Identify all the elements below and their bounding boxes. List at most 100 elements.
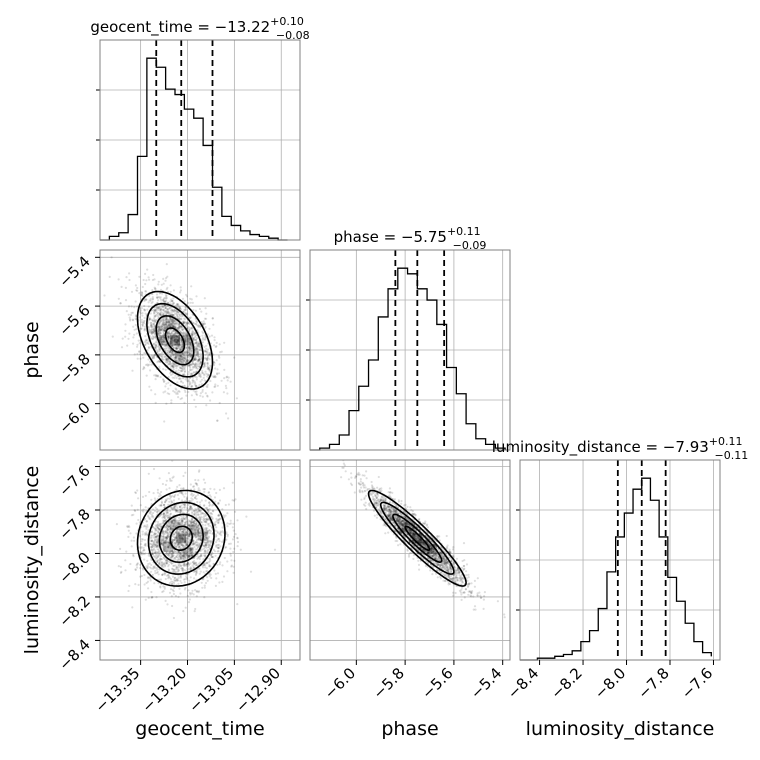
scatter-point bbox=[188, 598, 191, 601]
scatter-point bbox=[177, 541, 180, 545]
scatter-point bbox=[190, 499, 193, 503]
scatter-point bbox=[172, 551, 176, 554]
scatter-point bbox=[163, 549, 166, 552]
scatter-point bbox=[174, 531, 177, 534]
scatter-point bbox=[197, 538, 200, 541]
scatter-point bbox=[182, 517, 185, 520]
scatter-point bbox=[148, 562, 151, 565]
scatter-point bbox=[177, 521, 180, 525]
scatter-point bbox=[150, 540, 153, 543]
scatter-point bbox=[186, 341, 189, 344]
scatter-point bbox=[164, 319, 168, 322]
scatter-point bbox=[144, 272, 147, 275]
scatter-point bbox=[202, 544, 205, 547]
scatter-point bbox=[176, 336, 179, 339]
scatter-point bbox=[155, 571, 158, 575]
scatter-point bbox=[170, 309, 173, 312]
scatter-point bbox=[155, 343, 158, 346]
scatter-point bbox=[194, 496, 197, 500]
scatter-point bbox=[162, 340, 166, 343]
scatter-point bbox=[189, 548, 192, 551]
scatter-point bbox=[198, 538, 201, 541]
scatter-point bbox=[176, 341, 179, 344]
scatter-point bbox=[162, 512, 166, 515]
scatter-point bbox=[159, 308, 162, 311]
scatter-point bbox=[169, 549, 172, 553]
scatter-point bbox=[139, 563, 142, 566]
scatter-point bbox=[146, 565, 149, 568]
scatter-point bbox=[186, 312, 189, 316]
scatter-point bbox=[163, 311, 166, 314]
scatter-point bbox=[195, 539, 199, 542]
scatter-point bbox=[155, 349, 158, 352]
scatter-point bbox=[169, 588, 173, 591]
scatter-point bbox=[196, 510, 200, 514]
scatter-point bbox=[170, 521, 173, 525]
scatter-point bbox=[162, 322, 165, 325]
scatter-point bbox=[177, 344, 180, 348]
scatter-point bbox=[165, 312, 168, 315]
scatter-point bbox=[197, 487, 200, 490]
scatter-point bbox=[152, 543, 155, 546]
scatter-point bbox=[147, 587, 150, 590]
scatter-point bbox=[164, 361, 167, 364]
scatter-point bbox=[153, 526, 156, 530]
scatter-point bbox=[179, 344, 183, 347]
scatter-point bbox=[159, 557, 162, 560]
scatter-point bbox=[203, 550, 206, 553]
scatter-point bbox=[172, 368, 175, 371]
scatter-point bbox=[166, 523, 169, 526]
scatter-point bbox=[188, 344, 191, 347]
scatter-point bbox=[183, 495, 186, 498]
scatter-point bbox=[189, 342, 192, 346]
scatter-point bbox=[181, 530, 184, 534]
scatter-point bbox=[163, 516, 166, 519]
scatter-point bbox=[173, 323, 177, 326]
scatter-point bbox=[152, 467, 156, 471]
scatter-point bbox=[173, 320, 176, 323]
scatter-point bbox=[226, 570, 229, 573]
scatter-point bbox=[150, 548, 153, 552]
scatter-point bbox=[193, 358, 196, 361]
scatter-point bbox=[206, 395, 209, 398]
scatter-point bbox=[192, 359, 195, 362]
scatter-point bbox=[146, 308, 149, 311]
scatter-point bbox=[218, 401, 221, 405]
scatter-point bbox=[182, 563, 185, 567]
scatter-point bbox=[197, 325, 200, 329]
scatter-point bbox=[226, 512, 229, 515]
scatter-point bbox=[148, 316, 151, 319]
scatter-point bbox=[217, 502, 220, 505]
scatter-point bbox=[180, 360, 183, 363]
scatter-point bbox=[170, 311, 173, 314]
scatter-point bbox=[180, 517, 183, 520]
scatter-point bbox=[167, 332, 170, 335]
scatter-point bbox=[192, 542, 196, 545]
scatter-point bbox=[164, 279, 167, 282]
scatter-point bbox=[175, 341, 178, 344]
scatter-point bbox=[144, 525, 148, 528]
scatter-point bbox=[186, 355, 189, 358]
scatter-point bbox=[227, 376, 230, 379]
scatter-point bbox=[162, 566, 165, 569]
scatter-point bbox=[231, 481, 234, 484]
scatter-point bbox=[177, 305, 180, 308]
scatter-point bbox=[154, 549, 157, 552]
scatter-point bbox=[164, 577, 167, 581]
scatter-point bbox=[171, 321, 174, 325]
scatter-point bbox=[187, 390, 190, 394]
scatter-point bbox=[217, 546, 220, 550]
scatter-point bbox=[187, 346, 190, 350]
scatter-point bbox=[192, 566, 195, 569]
scatter-point bbox=[195, 340, 199, 343]
scatter-point bbox=[181, 366, 184, 369]
scatter-point bbox=[162, 336, 166, 339]
scatter-point bbox=[111, 335, 114, 338]
scatter-point bbox=[154, 401, 157, 404]
scatter-point bbox=[171, 567, 174, 570]
scatter-point bbox=[177, 566, 180, 569]
scatter-point bbox=[198, 345, 201, 348]
scatter-point bbox=[149, 536, 152, 539]
scatter-point bbox=[208, 529, 211, 532]
scatter-point bbox=[158, 527, 161, 531]
